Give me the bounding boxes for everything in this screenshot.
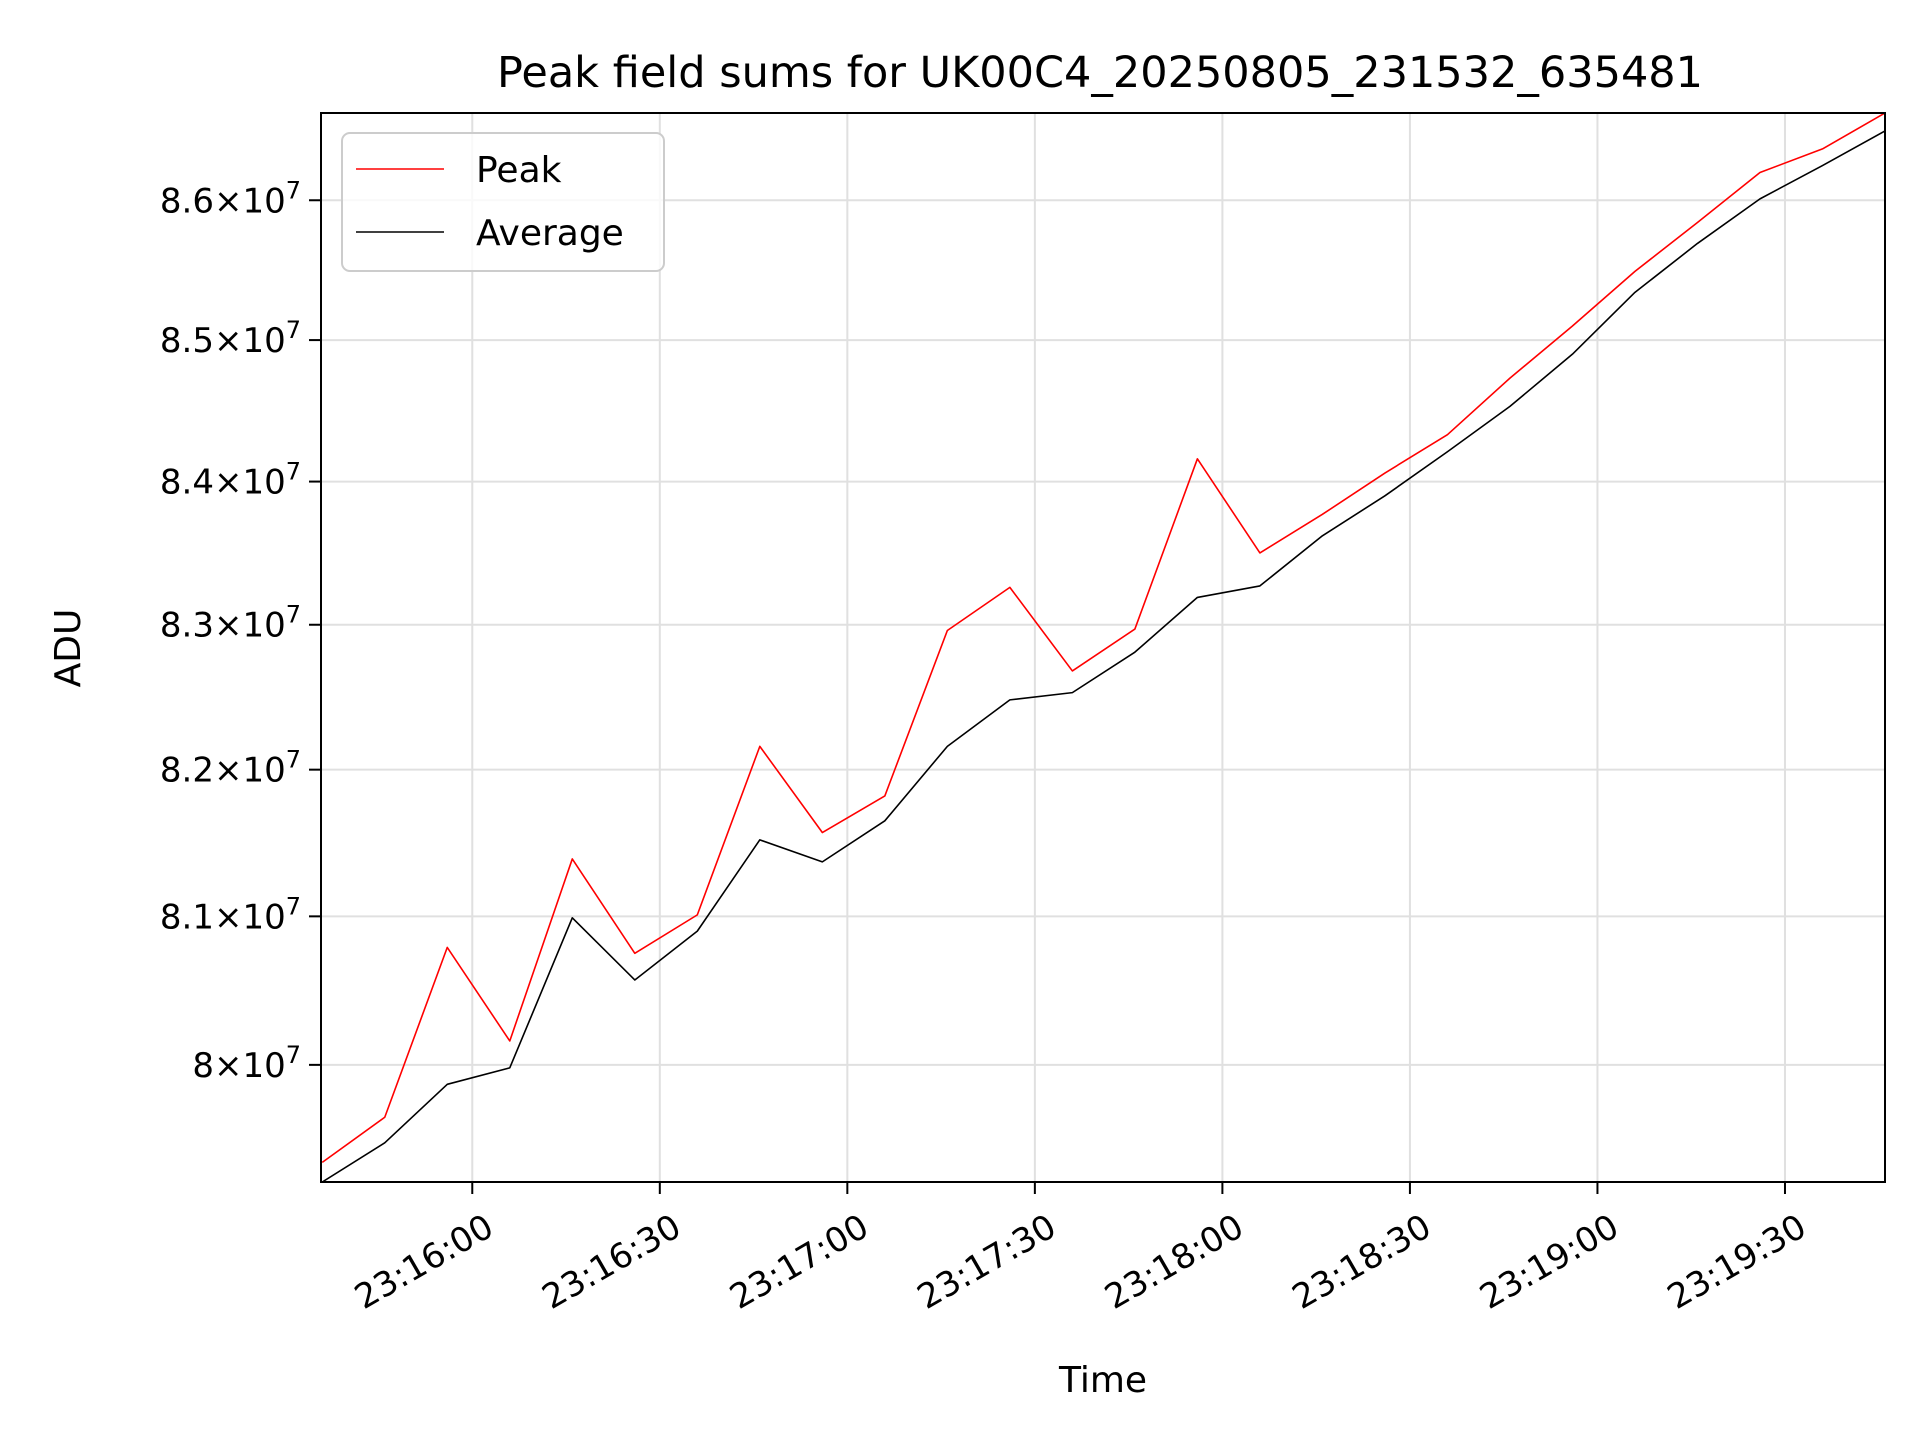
y-tick-base: 10 [242,463,285,503]
legend-label-peak: Peak [476,150,562,191]
y-tick-exponent: 7 [286,1041,301,1069]
y-tick-label: 8.4×107 [160,458,301,503]
y-tick-times: × [214,1046,243,1086]
y-tick-mantissa: 8.2 [160,751,214,791]
y-tick-base: 10 [242,606,285,646]
plot-lines [321,113,1885,1182]
series-line-average [321,130,1885,1182]
y-axis-label: ADU [48,609,89,688]
y-tick-label: 8.5×107 [160,316,301,361]
y-tick-times: × [214,321,243,361]
legend-label-average: Average [476,213,624,254]
y-tick-base: 10 [242,1046,285,1086]
y-tick-base: 10 [242,897,285,937]
y-tick-base: 10 [242,181,285,221]
y-tick-times: × [214,463,243,503]
y-tick-times: × [214,751,243,791]
plot-frame [320,112,1886,1183]
y-axis: 8×1078.1×1078.2×1078.3×1078.4×1078.5×107… [160,176,321,1086]
y-tick-mantissa: 8.1 [160,897,214,937]
y-tick-exponent: 7 [286,601,301,629]
x-axis-label: Time [1058,1360,1147,1401]
y-tick-mantissa: 8 [192,1046,214,1086]
y-tick-label: 8.3×107 [160,601,301,646]
legend: Peak Average [341,132,665,272]
y-tick-label: 8.2×107 [160,746,301,791]
y-tick-times: × [214,606,243,646]
y-tick-times: × [214,897,243,937]
y-tick-base: 10 [242,751,285,791]
y-tick-label: 8×107 [192,1041,301,1086]
y-tick-mantissa: 8.5 [160,321,214,361]
y-tick-mantissa: 8.3 [160,606,214,646]
series-line-peak [321,113,1885,1164]
grid [321,113,1885,1182]
y-tick-times: × [214,181,243,221]
y-tick-mantissa: 8.4 [160,463,214,503]
y-tick-label: 8.6×107 [160,176,301,221]
y-tick-exponent: 7 [286,746,301,774]
y-tick-exponent: 7 [286,176,301,204]
y-tick-mantissa: 8.6 [160,181,214,221]
y-tick-label: 8.1×107 [160,892,301,937]
legend-frame [341,132,665,272]
y-tick-exponent: 7 [286,892,301,920]
y-tick-exponent: 7 [286,458,301,486]
y-tick-base: 10 [242,321,285,361]
chart-title: Peak field sums for UK00C4_20250805_2315… [497,48,1703,98]
y-tick-exponent: 7 [286,316,301,344]
